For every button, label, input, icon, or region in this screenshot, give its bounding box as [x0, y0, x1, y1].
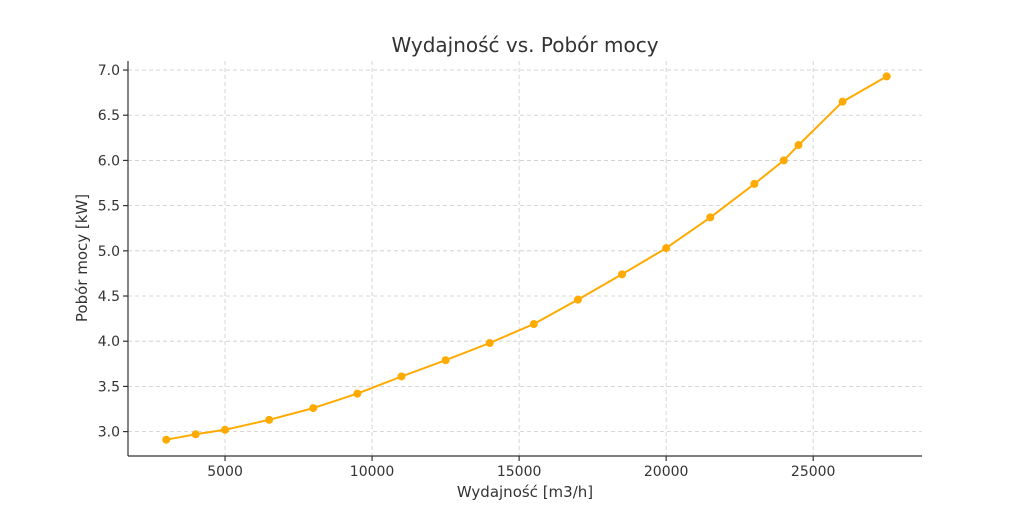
- y-tick-label: 3.0: [98, 425, 120, 441]
- data-point: [662, 244, 671, 253]
- x-tick-label: 15000: [497, 464, 542, 480]
- y-tick-label: 6.0: [98, 153, 120, 169]
- data-point: [441, 356, 450, 365]
- x-tick-label: 10000: [350, 464, 395, 480]
- data-point: [573, 295, 582, 304]
- data-point: [191, 430, 200, 439]
- x-tick-label: 20000: [644, 464, 689, 480]
- data-point: [618, 270, 627, 279]
- y-tick-label: 5.5: [98, 199, 120, 215]
- data-point: [353, 389, 362, 398]
- y-tick-label: 4.0: [98, 334, 120, 350]
- data-point: [309, 404, 318, 413]
- data-point: [221, 425, 230, 434]
- data-point: [397, 372, 406, 381]
- data-point: [485, 339, 494, 348]
- data-point: [750, 179, 759, 188]
- y-tick-label: 6.5: [98, 108, 120, 124]
- axes-layer: [127, 61, 922, 457]
- data-point: [265, 415, 274, 424]
- ticks-layer: 5000 10000 15000 20000 25000 3.0 3.5 4.0 4.5 5.0 5…: [98, 63, 836, 480]
- data-point: [838, 97, 847, 106]
- y-tick-label: 3.5: [98, 379, 120, 395]
- data-point: [162, 435, 171, 444]
- x-tick-label: 5000: [207, 464, 243, 480]
- series-layer: [162, 72, 891, 444]
- y-tick-label: 4.5: [98, 289, 120, 305]
- y-axis-label: Pobór mocy [kW]: [73, 194, 91, 322]
- data-point: [882, 72, 891, 81]
- data-point: [794, 141, 803, 150]
- grid-layer: [128, 61, 922, 456]
- x-tick-label: 25000: [791, 464, 836, 480]
- y-tick-label: 5.0: [98, 244, 120, 260]
- x-axis-label: Wydajność [m3/h]: [457, 483, 593, 501]
- data-point: [529, 320, 538, 329]
- chart-title: Wydajność vs. Pobór mocy: [391, 33, 658, 57]
- series-line: [166, 75, 888, 441]
- data-point: [779, 156, 788, 165]
- data-point: [706, 213, 715, 222]
- y-tick-label: 7.0: [98, 63, 120, 79]
